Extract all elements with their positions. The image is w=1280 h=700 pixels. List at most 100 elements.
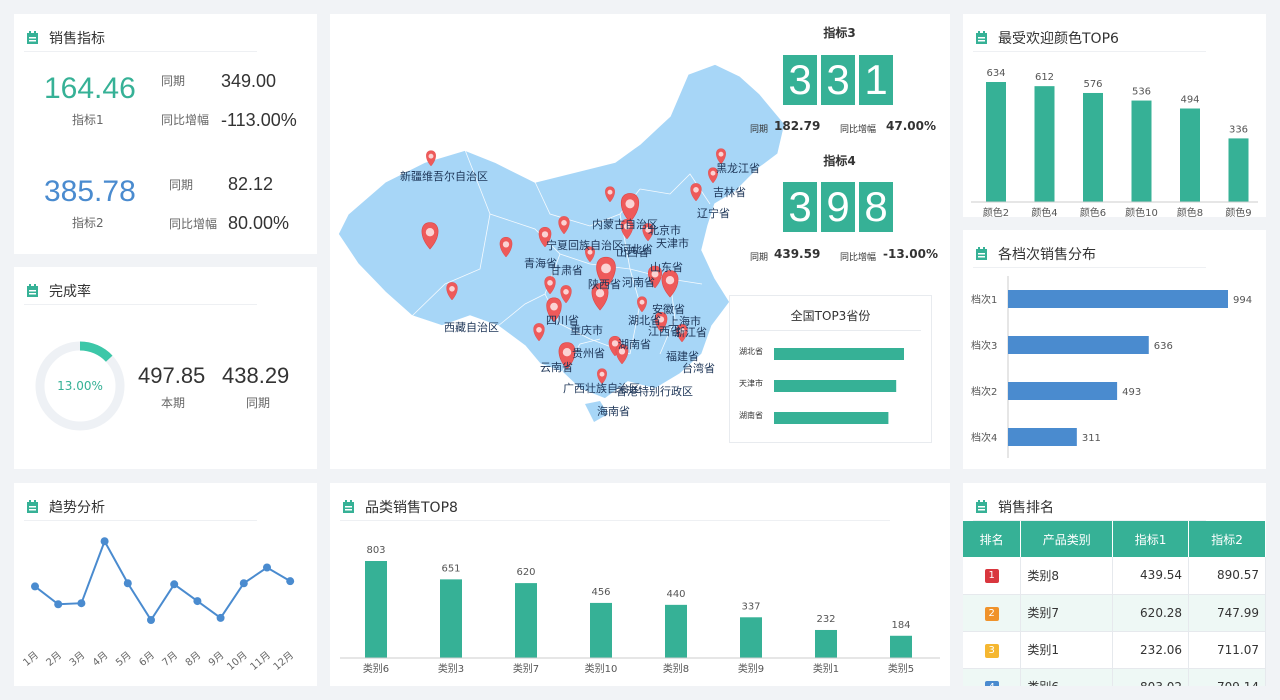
color-bar	[986, 82, 1006, 202]
bar-value-label: 576	[1083, 79, 1102, 90]
rank-cell: 4	[963, 668, 1022, 686]
metric2-cell: 709.14	[1188, 668, 1266, 686]
trend-line	[34, 538, 291, 622]
trend-point	[147, 616, 155, 624]
province-label: 四川省	[546, 314, 579, 327]
map-pin-icon	[642, 223, 654, 242]
province-label: 福建省	[666, 349, 699, 363]
province-label: 青海省	[524, 256, 557, 270]
panel-header: 销售排名	[973, 493, 1206, 521]
tiers-bar-chart: 档次1 994 档次3 636 档次2 493 档次4 311	[971, 276, 1252, 458]
panel-title: 完成率	[49, 283, 91, 300]
bar-value-label: 536	[1132, 87, 1151, 98]
bar-value-label: 232	[816, 614, 835, 625]
province-label: 浙江省	[674, 326, 707, 339]
x-tick-label: 5月	[113, 649, 133, 669]
period-label: 同期	[246, 396, 271, 410]
header-metric1[interactable]: 指标1	[1112, 521, 1190, 557]
panel-header: 销售指标	[24, 24, 257, 52]
header-rank[interactable]: 排名	[963, 521, 1022, 557]
bar-value-label: 634	[986, 68, 1005, 79]
header-metric2[interactable]: 指标2	[1188, 521, 1266, 557]
province-label: 上海市	[668, 314, 701, 328]
top3-label: 湖北省	[739, 346, 763, 356]
metric2-cell: 711.07	[1188, 631, 1266, 669]
colors-bar-chart: 634 颜色2 612 颜色4 576 颜色6 536 颜色10 494 颜色8 336 颜色9	[971, 68, 1258, 217]
category-bar-chart: 803 类别6 651 类别3 620 类别7 456 类别10 440 类别8 337 类别9 232…	[340, 545, 940, 675]
bar-value-label: 994	[1233, 295, 1252, 306]
period-value: 438.29	[222, 363, 290, 388]
metric1-yoy-value: -113.00%	[221, 110, 297, 130]
table-row[interactable]: 4 类别6803.02709.14	[963, 668, 1266, 686]
map-pin-icon	[615, 343, 629, 365]
color-bar	[1034, 86, 1055, 202]
province-label: 甘肃省	[550, 264, 583, 277]
trend-point	[263, 563, 271, 572]
china-map-shape	[337, 63, 786, 400]
metric1-period-label: 同期	[161, 74, 186, 88]
metric1-cell: 439.54	[1112, 557, 1190, 595]
province-label: 新疆维吾尔自治区	[400, 169, 488, 183]
rank-cell: 2	[963, 594, 1022, 632]
province-label: 台湾省	[682, 361, 715, 375]
map-pin-icon	[426, 150, 436, 167]
trend-panel: 趋势分析 1月 2月 3月 4月 5月 6月 7月 8月 9月 10月 11月 12月	[14, 483, 317, 686]
province-label: 香港特别行政区	[616, 384, 693, 398]
metric2-period-label: 同期	[169, 178, 194, 192]
province-label: 贵州省	[572, 347, 605, 360]
notepad-icon	[26, 499, 39, 514]
metric2-name: 指标2	[72, 216, 104, 230]
x-tick-label: 颜色4	[1031, 206, 1057, 217]
trend-point	[216, 613, 225, 622]
metric1-cell: 620.28	[1112, 594, 1190, 632]
rank-medal-icon: 4	[984, 680, 999, 686]
x-tick-label: 颜色6	[1080, 206, 1106, 217]
trend-point	[31, 582, 39, 591]
province-label: 黑龙江省	[716, 162, 760, 175]
x-tick-label: 类别5	[888, 662, 914, 675]
x-tick-label: 类别3	[438, 662, 464, 675]
bar-value-label: 493	[1122, 387, 1141, 398]
map-pin-icon	[620, 218, 634, 240]
kpi3-title: 指标3	[823, 26, 856, 40]
map-pin-icon	[637, 296, 647, 313]
table-row[interactable]: 1 类别8 439.54 890.57	[963, 557, 1266, 595]
trend-point	[123, 579, 132, 588]
category-cell: 类别1	[1020, 631, 1114, 669]
trend-point	[239, 579, 248, 588]
panel-header: 各档次销售分布	[973, 240, 1206, 268]
kpi3-yoy-label: 同比增幅	[840, 125, 877, 135]
panel-title: 各档次销售分布	[998, 246, 1096, 263]
province-label: 辽宁省	[697, 206, 730, 220]
category-bar	[440, 579, 462, 658]
map-pin-icon	[648, 265, 662, 289]
metric1-period-value: 349.00	[221, 71, 277, 91]
bar-value-label: 803	[366, 545, 385, 556]
tiers-panel: 各档次销售分布 档次1 994 档次3 636 档次2 493 档次4 311	[963, 230, 1266, 469]
colors-top6-panel: 最受欢迎颜色TOP6 634 颜色2 612 颜色4 576 颜色6 536 颜色10 494 颜…	[963, 14, 1266, 217]
x-tick-label: 1月	[21, 649, 41, 669]
kpi4-title: 指标4	[823, 154, 856, 168]
metric2-period-value: 82.12	[228, 174, 274, 194]
y-tick-label: 档次2	[971, 385, 997, 398]
province-label: 内蒙古自治区	[592, 217, 658, 231]
table-row[interactable]: 2 类别7 620.28 747.99	[963, 594, 1266, 632]
panel-title: 最受欢迎颜色TOP6	[998, 30, 1119, 47]
bar-value-label: 184	[891, 620, 910, 631]
x-tick-label: 颜色10	[1125, 206, 1158, 217]
category-bar	[590, 602, 612, 658]
category-cell: 类别7	[1020, 594, 1114, 632]
tier-bar	[1008, 428, 1077, 446]
table-row[interactable]: 3 类别1 232.06 711.07	[963, 631, 1266, 669]
map-pin-icon	[558, 342, 576, 370]
category-bar	[665, 604, 687, 658]
map-pin-icon	[716, 148, 726, 165]
x-tick-label: 12月	[271, 649, 296, 673]
notepad-icon	[975, 30, 988, 45]
x-tick-label: 颜色2	[983, 206, 1009, 217]
color-bar	[1131, 100, 1152, 202]
metric2-cell: 747.99	[1188, 594, 1266, 632]
header-category[interactable]: 产品类别	[1020, 521, 1114, 557]
x-tick-label: 11月	[248, 649, 273, 673]
map-pin-icon	[544, 276, 556, 295]
